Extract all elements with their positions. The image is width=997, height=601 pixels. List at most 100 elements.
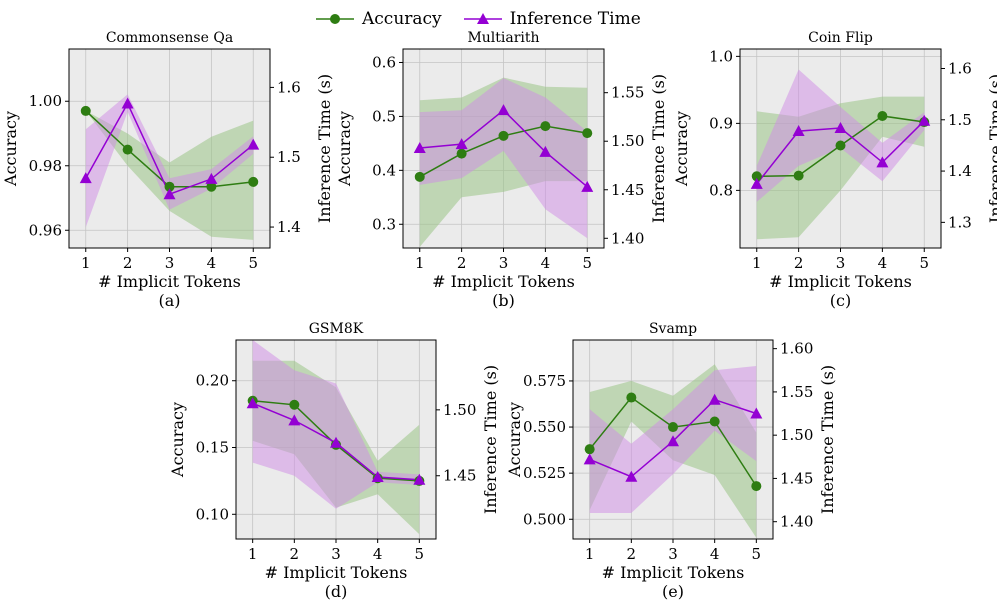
x-tick-label: 5 <box>415 545 425 563</box>
legend-time-label: Inference Time <box>509 9 641 29</box>
y-right-axis-label: Inference Time (s) <box>986 74 997 223</box>
x-axis-label: # Implicit Tokens <box>98 272 241 291</box>
accuracy-point <box>793 170 804 181</box>
chart-title: Svamp <box>649 321 697 337</box>
y-right-axis-label: Inference Time (s) <box>818 365 837 514</box>
inference-time-point <box>667 435 679 447</box>
x-tick-label: 1 <box>752 254 762 272</box>
x-tick-label: 1 <box>415 254 425 272</box>
panel-caption: (b) <box>492 291 515 310</box>
x-tick-label: 4 <box>878 254 888 272</box>
inference-time-point <box>625 470 638 482</box>
y-right-axis-label: Inference Time (s) <box>315 74 334 223</box>
accuracy-point <box>540 121 551 132</box>
inference-time-point <box>708 393 721 405</box>
inference-time-point <box>583 453 596 465</box>
legend-item-accuracy: Accuracy <box>316 9 442 29</box>
y-left-tick-label: 0.575 <box>523 372 566 390</box>
panel-caption: (e) <box>662 582 684 601</box>
y-right-tick-label: 1.50 <box>780 426 813 444</box>
inference-time-point <box>79 172 92 184</box>
y-left-tick-label: 0.550 <box>523 418 566 436</box>
accuracy-band <box>85 110 254 240</box>
inference-time-point <box>497 104 510 116</box>
inference-time-point <box>750 407 763 419</box>
x-axis-label: # Implicit Tokens <box>432 272 575 291</box>
x-axis-label: # Implicit Tokens <box>769 272 912 291</box>
x-tick-label: 2 <box>627 545 637 563</box>
x-tick-label: 1 <box>81 254 91 272</box>
inference-time-point <box>455 138 468 150</box>
y-right-tick-label: 1.45 <box>780 469 813 487</box>
legend-time-marker-icon <box>463 13 502 24</box>
y-left-tick-label: 0.3 <box>372 215 396 233</box>
accuracy-point <box>709 416 720 427</box>
inference-time-point <box>581 180 594 192</box>
x-tick-label: 5 <box>919 254 929 272</box>
x-axis-label: # Implicit Tokens <box>602 563 745 582</box>
x-tick-label: 2 <box>794 254 804 272</box>
accuracy-point <box>414 171 425 182</box>
x-tick-label: 1 <box>585 545 595 563</box>
chart-panel-e: 1 2 3 4 5 0.500 0.525 0.550 0.575 1.40 1.45 1.50 1.5… <box>505 321 837 601</box>
y-right-tick-label: 1.55 <box>780 383 813 401</box>
accuracy-point <box>626 392 637 403</box>
accuracy-point <box>877 111 888 122</box>
accuracy-point <box>582 128 593 139</box>
inference-time-point <box>247 138 260 150</box>
accuracy-point <box>164 181 175 192</box>
inference-time-point <box>330 436 342 448</box>
panel-caption: (c) <box>830 291 851 310</box>
accuracy-point <box>206 181 217 192</box>
chart-panel-c: 1 2 3 4 5 0.8 0.9 1.0 1.3 1.4 1.5 1.6 Coin Flip # Imp… <box>672 30 997 310</box>
x-tick-label: 4 <box>373 545 383 563</box>
x-tick-label: 5 <box>582 254 592 272</box>
y-left-axis-label: Accuracy <box>168 402 187 478</box>
y-right-tick-label: 1.5 <box>277 148 301 166</box>
x-tick-label: 5 <box>248 254 258 272</box>
y-right-tick-label: 1.6 <box>277 78 301 96</box>
y-left-tick-label: 0.15 <box>196 439 229 457</box>
inference-time-point <box>876 156 889 168</box>
inference-time-band <box>756 69 925 202</box>
accuracy-point <box>122 144 133 155</box>
inference-time-point <box>163 188 176 200</box>
chart-title: Multiarith <box>467 30 539 46</box>
x-tick-label: 4 <box>541 254 551 272</box>
y-left-tick-label: 0.5 <box>372 107 396 125</box>
x-tick-label: 3 <box>331 545 341 563</box>
x-tick-label: 4 <box>207 254 217 272</box>
x-tick-label: 5 <box>752 545 762 563</box>
accuracy-point <box>248 176 259 187</box>
chart-panel-a: 1 2 3 4 5 0.96 0.98 1.00 1.4 1.5 1.6 Commonsense Qa… <box>1 30 334 310</box>
y-left-tick-label: 0.96 <box>29 221 62 239</box>
inference-time-band <box>85 94 254 228</box>
y-left-tick-label: 0.525 <box>523 464 566 482</box>
y-right-tick-label: 1.4 <box>948 162 972 180</box>
inference-time-point <box>750 177 763 189</box>
accuracy-point <box>498 130 509 141</box>
y-right-tick-label: 1.6 <box>948 59 972 77</box>
x-tick-label: 3 <box>836 254 846 272</box>
accuracy-point <box>289 399 300 410</box>
y-left-tick-label: 0.4 <box>372 161 396 179</box>
y-left-tick-label: 0.6 <box>372 53 396 71</box>
y-right-tick-label: 1.60 <box>780 340 813 358</box>
legend-accuracy-marker-icon <box>316 14 354 24</box>
y-right-tick-label: 1.50 <box>443 401 476 419</box>
panel-caption: (a) <box>158 291 180 310</box>
inference-time-band <box>252 340 420 509</box>
accuracy-point <box>835 140 846 151</box>
inference-time-point <box>834 121 847 133</box>
x-tick-label: 3 <box>668 545 678 563</box>
inference-time-point <box>539 145 552 157</box>
x-tick-label: 2 <box>290 545 300 563</box>
chart-title: Commonsense Qa <box>106 30 233 46</box>
inference-time-point <box>413 473 426 485</box>
legend: Accuracy Inference Time <box>316 6 663 32</box>
x-tick-label: 3 <box>165 254 175 272</box>
accuracy-point <box>751 171 762 182</box>
legend-accuracy-label: Accuracy <box>362 9 442 29</box>
y-left-tick-label: 0.8 <box>709 181 733 199</box>
